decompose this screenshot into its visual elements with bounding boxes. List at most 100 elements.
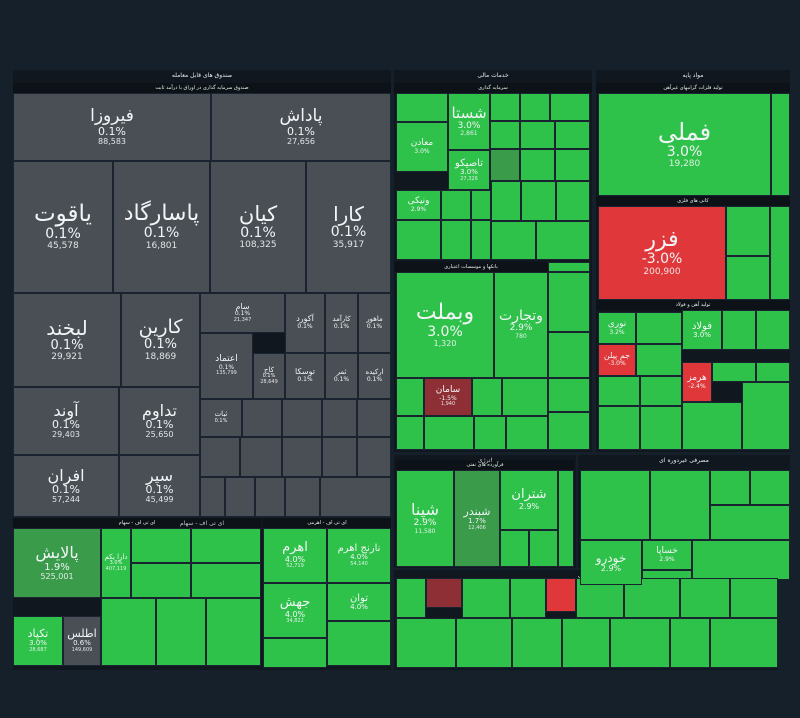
treemap-cell[interactable] <box>636 312 682 344</box>
treemap-cell[interactable] <box>472 378 502 416</box>
treemap-cell[interactable] <box>396 378 424 416</box>
treemap-cell[interactable] <box>471 220 491 260</box>
stock-tile[interactable]: معادن 3.0% <box>396 122 448 172</box>
treemap-cell[interactable] <box>556 181 590 221</box>
stock-tile[interactable]: فیروزا 0.1% 88,583 <box>13 93 211 161</box>
treemap-cell[interactable] <box>598 376 640 406</box>
treemap-cell[interactable] <box>426 578 462 608</box>
treemap-cell[interactable] <box>357 399 391 437</box>
stock-tile[interactable]: شتران 2.9% <box>500 470 558 530</box>
treemap-cell[interactable] <box>548 272 590 332</box>
treemap-cell[interactable] <box>520 93 550 121</box>
stock-tile[interactable]: تداوم 0.1% 25,650 <box>119 387 200 455</box>
stock-tile[interactable]: پاداش 0.1% 27,656 <box>211 93 391 161</box>
stock-tile[interactable]: یاقوت 0.1% 45,578 <box>13 161 113 293</box>
treemap-cell[interactable] <box>548 412 590 450</box>
stock-tile[interactable]: خودرو 2.9% <box>580 540 642 585</box>
treemap-cell[interactable] <box>191 563 261 598</box>
stock-tile[interactable]: نوری 3.2% <box>598 312 636 344</box>
treemap-cell[interactable] <box>206 598 261 666</box>
treemap-cell[interactable] <box>510 578 546 618</box>
stock-tile[interactable]: آکورد 0.1% <box>285 293 325 353</box>
treemap-cell[interactable] <box>730 578 778 618</box>
stock-tile[interactable]: کارآمد 0.1% <box>325 293 358 353</box>
treemap-cell[interactable] <box>396 578 426 618</box>
treemap-cell[interactable] <box>548 332 590 378</box>
stock-tile[interactable]: شبندر 1.7% 12,406 <box>454 470 500 567</box>
treemap-cell[interactable] <box>520 121 555 149</box>
treemap-cell[interactable] <box>710 618 778 668</box>
treemap-cell[interactable] <box>200 437 240 477</box>
treemap-cell[interactable] <box>640 376 682 406</box>
stock-tile[interactable]: تاصیکو 3.0% 27,326 <box>448 150 490 190</box>
treemap-cell[interactable] <box>357 437 391 477</box>
treemap-cell[interactable] <box>598 406 640 450</box>
treemap-cell[interactable] <box>396 93 448 122</box>
treemap-cell[interactable] <box>490 149 520 181</box>
treemap-cell[interactable] <box>682 402 742 450</box>
stock-tile[interactable]: جهش 4.0% 34,822 <box>263 583 327 638</box>
treemap-cell[interactable] <box>322 399 357 437</box>
treemap-cell[interactable] <box>636 344 682 376</box>
treemap-cell[interactable] <box>756 362 790 382</box>
stock-tile[interactable]: ونیکی 2.9% <box>396 190 441 220</box>
treemap-cell[interactable] <box>555 149 590 181</box>
treemap-cell[interactable] <box>396 220 441 260</box>
treemap-cell[interactable] <box>242 399 282 437</box>
stock-tile[interactable]: وتجارت 2.9% 780 <box>494 272 548 378</box>
treemap-cell[interactable] <box>650 470 710 540</box>
treemap-cell[interactable] <box>396 618 456 668</box>
stock-tile[interactable]: لبخند 0.1% 29,921 <box>13 293 121 387</box>
treemap-cell[interactable] <box>490 121 520 149</box>
treemap-cell[interactable] <box>327 621 391 666</box>
treemap-cell[interactable] <box>742 382 790 450</box>
treemap-cell[interactable] <box>191 528 261 563</box>
stock-tile[interactable]: توان 4.0% <box>327 583 391 621</box>
treemap-cell[interactable] <box>712 362 756 382</box>
stock-tile[interactable]: تکپاد 3.0% 28,687 <box>13 616 63 666</box>
treemap-cell[interactable] <box>548 378 590 412</box>
stock-tile[interactable]: فولاد 3.0% <box>682 310 722 350</box>
treemap-cell[interactable] <box>546 578 576 612</box>
treemap-cell[interactable] <box>770 206 790 300</box>
treemap-cell[interactable] <box>640 406 682 450</box>
stock-tile[interactable]: کارین 0.1% 18,869 <box>121 293 200 387</box>
treemap-cell[interactable] <box>263 638 327 668</box>
treemap-cell[interactable] <box>131 563 191 598</box>
treemap-cell[interactable] <box>580 470 650 540</box>
treemap-cell[interactable] <box>726 206 770 256</box>
treemap-cell[interactable] <box>131 528 191 563</box>
treemap-cell[interactable] <box>529 530 558 567</box>
treemap-cell[interactable] <box>240 437 282 477</box>
treemap-cell[interactable] <box>550 93 590 121</box>
treemap-cell[interactable] <box>548 262 590 272</box>
stock-tile[interactable]: وبملت 3.0% 1,320 <box>396 272 494 378</box>
treemap-cell[interactable] <box>520 149 555 181</box>
treemap-cell[interactable] <box>462 578 510 618</box>
treemap-cell[interactable] <box>610 618 670 668</box>
treemap-cell[interactable] <box>491 181 521 221</box>
treemap-cell[interactable] <box>282 399 322 437</box>
stock-tile[interactable]: نارنج اهرم 4.0% 54,140 <box>327 528 391 583</box>
treemap-cell[interactable] <box>521 181 556 221</box>
stock-tile[interactable]: آوند 0.1% 29,403 <box>13 387 119 455</box>
stock-tile[interactable]: کاج 0.1% 28,649 <box>253 353 285 399</box>
stock-tile[interactable]: سپر 0.1% 45,499 <box>119 455 200 517</box>
treemap-cell[interactable] <box>282 437 322 477</box>
stock-tile[interactable]: اهرم 4.0% 52,719 <box>263 528 327 583</box>
stock-tile[interactable]: دارا یکم 3.0% 407,119 <box>101 528 131 598</box>
stock-tile[interactable]: پالایش 1.9% 525,001 <box>13 528 101 598</box>
stock-tile[interactable]: سام 0.1% 21,347 <box>200 293 285 333</box>
treemap-cell[interactable] <box>680 578 730 618</box>
treemap-cell[interactable] <box>424 416 474 450</box>
stock-tile[interactable]: ثمر 0.1% <box>325 353 358 399</box>
treemap-cell[interactable] <box>710 505 790 540</box>
stock-tile[interactable]: اعتماد 0.1% 135,799 <box>200 333 253 399</box>
treemap-cell[interactable] <box>670 618 710 668</box>
stock-tile[interactable]: فملی 3.0% 19,280 <box>598 93 771 196</box>
stock-tile[interactable]: سامان -1.5% 1,940 <box>424 378 472 416</box>
treemap-cell[interactable] <box>726 256 770 300</box>
treemap-cell[interactable] <box>101 598 156 666</box>
stock-tile[interactable]: ارکیده 0.1% <box>358 353 391 399</box>
treemap-cell[interactable] <box>441 220 471 260</box>
